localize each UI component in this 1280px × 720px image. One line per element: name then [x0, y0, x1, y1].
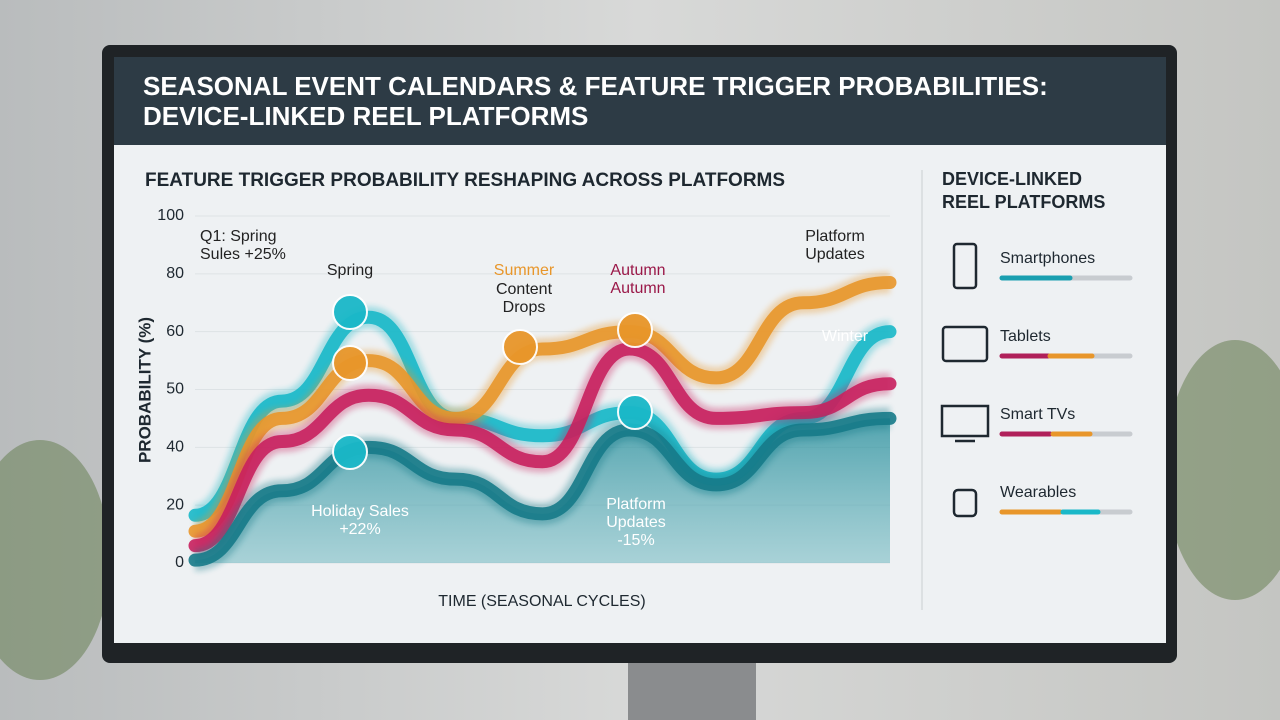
- annotation: -15%: [617, 532, 654, 549]
- chart-subtitle: FEATURE TRIGGER PROBABILITY RESHAPING AC…: [145, 170, 785, 191]
- y-axis-label: PROBABILITY (%): [135, 317, 154, 463]
- y-tick-label: 50: [166, 381, 184, 398]
- annotation: Platform: [805, 228, 865, 245]
- annotation: Updates: [805, 246, 865, 263]
- y-tick-label: 100: [157, 207, 184, 224]
- annotation: Spring: [327, 262, 373, 279]
- event-icon: [617, 312, 653, 348]
- annotation: Q1: Spring: [200, 228, 276, 245]
- watch-icon: [952, 488, 978, 518]
- tablet-icon: [941, 325, 989, 363]
- device-name: Tablets: [1000, 328, 1051, 345]
- annotation: Drops: [503, 299, 546, 316]
- event-icon: [332, 434, 368, 470]
- plant: [0, 440, 110, 680]
- line: [188, 342, 897, 553]
- annotation: Content: [496, 281, 553, 298]
- page-title: DEVICE-LINKED REEL PLATFORMS: [143, 101, 588, 131]
- annotation: +22%: [339, 521, 380, 538]
- event-icon: [617, 394, 653, 430]
- annotation: Sules +25%: [200, 246, 286, 263]
- y-tick-label: 40: [166, 439, 184, 456]
- annotation: Platform: [606, 496, 666, 513]
- annotation: Autumn: [610, 262, 665, 279]
- x-axis-label: TIME (SEASONAL CYCLES): [438, 593, 645, 610]
- annotation: Winter: [822, 328, 869, 345]
- monitor-stand: [628, 660, 756, 720]
- y-tick-label: 80: [166, 265, 184, 282]
- event-icon: [332, 345, 368, 381]
- annotation: Updates: [606, 514, 666, 531]
- panel-title: REEL PLATFORMS: [942, 192, 1105, 212]
- annotation: Summer: [494, 262, 555, 279]
- line: [188, 411, 897, 567]
- panel-title: DEVICE-LINKED: [942, 169, 1082, 189]
- device-name: Smartphones: [1000, 250, 1095, 267]
- y-tick-label: 60: [166, 323, 184, 340]
- tv-icon: [940, 404, 990, 438]
- phone-icon: [952, 242, 978, 290]
- y-tick-label: 0: [175, 554, 184, 571]
- device-name: Wearables: [1000, 484, 1076, 501]
- device-name: Smart TVs: [1000, 406, 1075, 423]
- header-bar: [114, 57, 1166, 145]
- y-tick-label: 20: [166, 496, 184, 513]
- event-icon: [502, 329, 538, 365]
- event-icon: [332, 294, 368, 330]
- annotation: Autumn: [610, 280, 665, 297]
- plant: [1165, 340, 1280, 600]
- page-title: SEASONAL EVENT CALENDARS & FEATURE TRIGG…: [143, 71, 1048, 101]
- annotation: Holiday Sales: [311, 503, 409, 520]
- device-bars: [999, 275, 1133, 515]
